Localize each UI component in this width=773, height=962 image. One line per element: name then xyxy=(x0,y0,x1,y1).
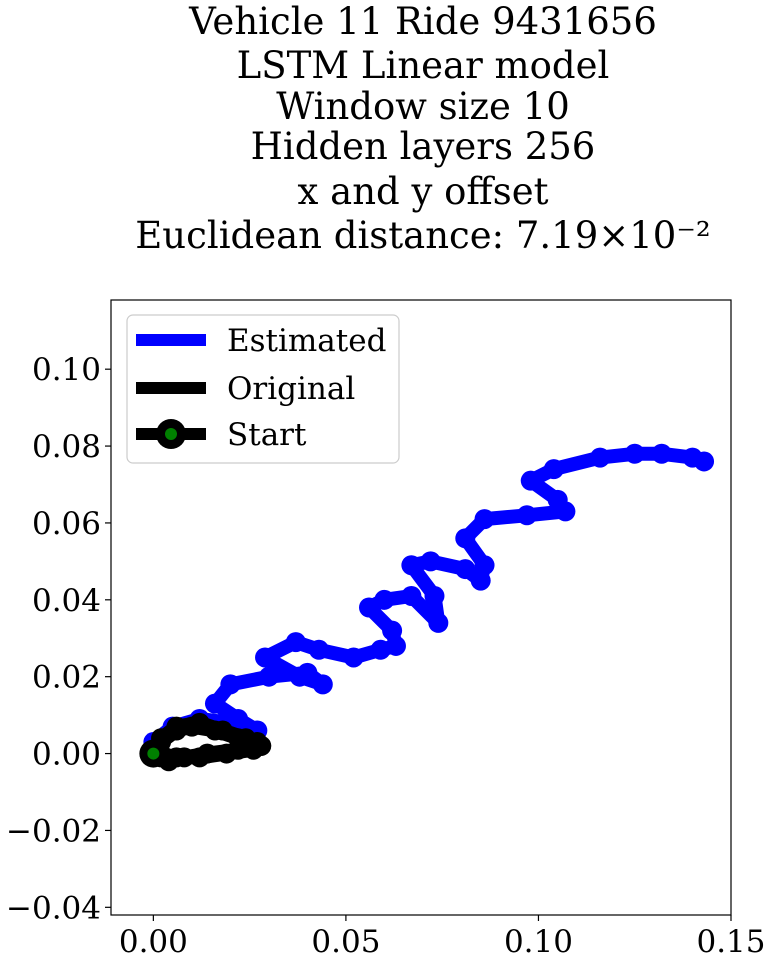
title-line: Hidden layers 256 xyxy=(251,125,596,168)
y-tick-label: −0.02 xyxy=(6,813,101,849)
series-estimated-point xyxy=(359,597,380,618)
series-original-point xyxy=(166,747,187,768)
series-estimated-point xyxy=(285,632,306,653)
series-estimated-point xyxy=(382,620,403,641)
series-estimated-point xyxy=(374,589,395,610)
series-estimated-point xyxy=(204,693,225,714)
y-tick-label: 0.04 xyxy=(32,583,101,619)
series-layer xyxy=(139,443,715,772)
x-tick-label: 0.10 xyxy=(504,924,573,960)
series-estimated-point xyxy=(401,555,422,576)
series-original-point xyxy=(212,720,233,741)
title-line: Vehicle 11 Ride 9431656 xyxy=(188,0,657,43)
series-estimated-point xyxy=(424,585,445,606)
x-tick-label: 0.00 xyxy=(119,924,188,960)
start-marker xyxy=(147,747,160,760)
series-estimated-point xyxy=(420,551,441,572)
title-line: LSTM Linear model xyxy=(237,44,610,87)
series-estimated-point xyxy=(312,674,333,695)
series-estimated-point xyxy=(370,639,391,660)
title-line: Euclidean distance: 7.19×10⁻² xyxy=(135,214,710,257)
series-original-point xyxy=(216,743,237,764)
series-estimated-point xyxy=(547,489,568,510)
series-estimated-point xyxy=(590,447,611,468)
y-tick-label: 0.06 xyxy=(32,506,101,542)
y-tick-label: 0.02 xyxy=(32,660,101,696)
legend-start-marker xyxy=(165,428,177,440)
y-tick-label: 0.08 xyxy=(32,429,101,465)
y-axis: −0.04 −0.02 0.00 0.02 0.04 0.06 0.08 0.10 xyxy=(6,352,111,926)
y-tick-label: −0.04 xyxy=(6,890,101,926)
series-estimated-point xyxy=(694,451,715,472)
series-estimated-point xyxy=(385,635,406,656)
series-estimated-point xyxy=(455,528,476,549)
series-estimated-point xyxy=(428,612,449,633)
series-estimated-point xyxy=(470,570,491,591)
plot-frame xyxy=(110,299,732,916)
series-estimated-point xyxy=(289,666,310,687)
legend: Estimated Original Start xyxy=(126,314,400,464)
series-estimated-point xyxy=(543,459,564,480)
series-estimated-point xyxy=(520,470,541,491)
series-estimated-point xyxy=(255,647,276,668)
series-estimated-point xyxy=(258,666,279,687)
legend-label-original: Original xyxy=(227,371,355,407)
series-estimated-point xyxy=(624,443,645,464)
plot-area xyxy=(110,299,732,916)
x-tick-label: 0.15 xyxy=(696,924,765,960)
series-estimated-point xyxy=(651,443,672,464)
series-original-point xyxy=(166,716,187,737)
series-original-point xyxy=(189,712,210,733)
series-original-point xyxy=(189,747,210,768)
series-estimated-point xyxy=(401,585,422,606)
x-axis: 0.00 0.05 0.10 0.15 xyxy=(119,915,766,960)
series-estimated-point xyxy=(220,674,241,695)
y-tick-label: 0.10 xyxy=(32,352,101,388)
legend-label-estimated: Estimated xyxy=(227,323,386,359)
series-estimated-point xyxy=(343,647,364,668)
series-estimated-point xyxy=(455,559,476,580)
series-estimated-point xyxy=(474,509,495,530)
title-line: x and y offset xyxy=(298,170,549,213)
legend-label-start: Start xyxy=(227,417,307,453)
series-estimated-point xyxy=(308,639,329,660)
series-estimated-point xyxy=(516,505,537,526)
series-estimated-point xyxy=(228,708,249,729)
title-line: Window size 10 xyxy=(276,85,570,128)
x-tick-label: 0.05 xyxy=(311,924,380,960)
series-estimated-point xyxy=(474,555,495,576)
series-original-point xyxy=(243,739,264,760)
legend-box xyxy=(126,314,400,464)
y-tick-label: 0.00 xyxy=(32,737,101,773)
